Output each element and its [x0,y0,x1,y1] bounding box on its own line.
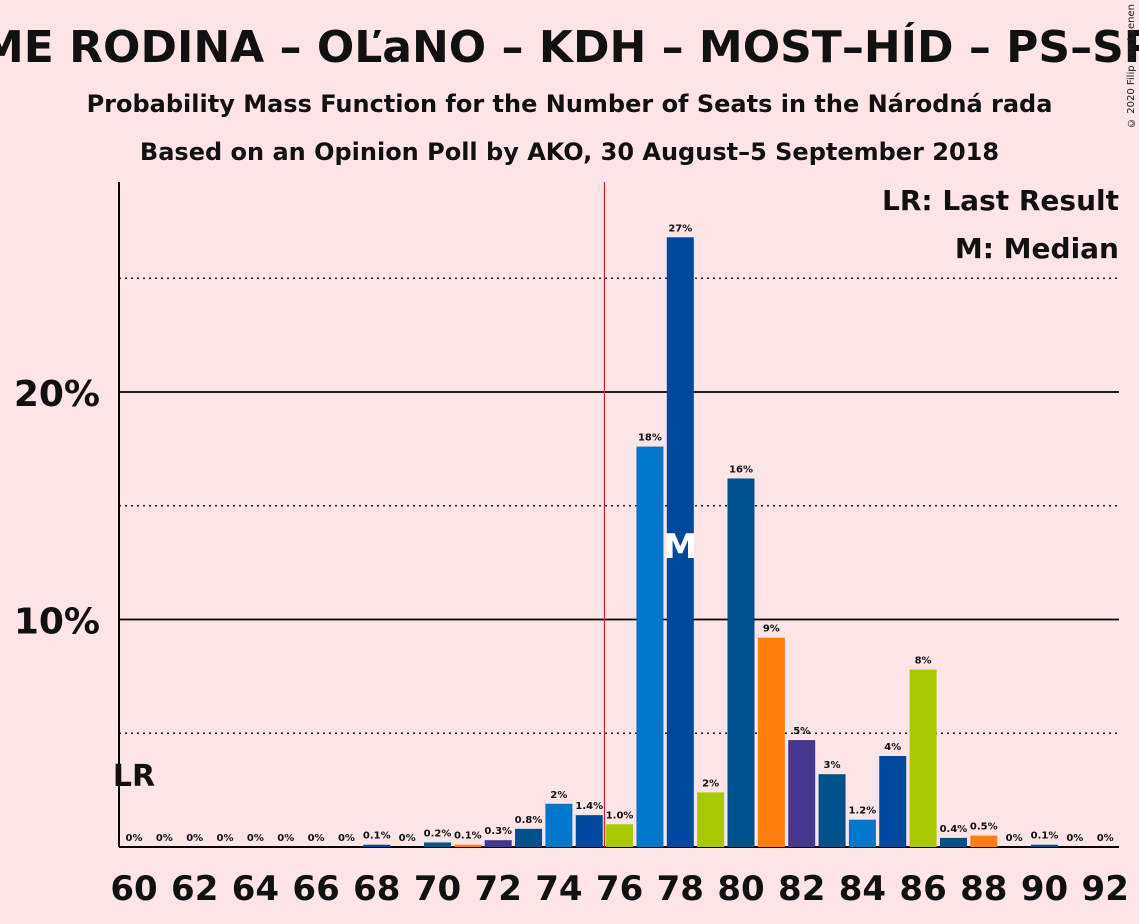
x-tick-label: 68 [353,869,400,909]
x-tick-label: 80 [717,869,764,909]
bar-label-seat-75: 1.4% [575,801,603,812]
y-tick-label: 10% [14,602,100,643]
bar-seat-71 [454,844,482,847]
bar-seat-79 [697,792,725,847]
bar-label-seat-83: 3% [824,760,841,771]
bar-label-seat-87: 0.4% [940,824,968,835]
bar-seat-76 [606,824,634,847]
bar-label-seat-72: 0.3% [484,826,512,837]
bar-label-seat-66: 0% [308,833,325,844]
bar-label-seat-89: 0% [1006,833,1023,844]
bar-label-seat-92: 0% [1097,833,1114,844]
bar-label-seat-77: 18% [638,433,662,444]
bar-label-seat-78: 27% [668,223,692,234]
bar-seat-77 [636,446,664,847]
x-tick-label: 74 [535,869,582,909]
legend-median: M: Median [954,232,1119,265]
x-tick-label: 76 [596,869,643,909]
bar-label-seat-80: 16% [729,464,753,475]
bar-seat-85 [879,756,907,847]
x-tick-label: 90 [1021,869,1068,909]
last-result-marker: LR [113,759,155,794]
x-tick-label: 78 [657,869,704,909]
bar-seat-88 [970,835,998,847]
legend-last-result: LR: Last Result [881,184,1119,217]
bar-label-seat-79: 2% [702,778,719,789]
bar-label-seat-76: 1.0% [606,810,634,821]
bar-seat-83 [818,774,846,847]
bar-label-seat-82: 5% [793,726,810,737]
bar-label-seat-74: 2% [550,790,567,801]
bar-label-seat-85: 4% [884,742,901,753]
bar-seat-82 [788,740,816,847]
x-tick-label: 66 [292,869,339,909]
bar-seat-87 [939,837,967,847]
bar-seat-70 [424,842,451,847]
x-tick-label: 92 [1082,869,1129,909]
bar-label-seat-71: 0.1% [454,831,482,842]
chart-subtitle-1: Probability Mass Function for the Number… [86,90,1053,118]
bar-seat-84 [848,819,876,847]
bar-label-seat-88: 0.5% [970,822,998,833]
x-tick-label: 86 [899,869,946,909]
chart-title: ME RODINA – OĽaNO – KDH – MOST–HÍD – PS–… [0,22,1139,73]
bar-label-seat-70: 0.2% [424,828,452,839]
bar-label-seat-90: 0.1% [1031,831,1059,842]
bar-seat-78 [666,237,694,848]
bar-seat-80 [727,478,755,847]
bar-seat-86 [909,669,937,847]
bar-seat-68 [363,844,391,847]
bar-label-seat-63: 0% [217,833,234,844]
bar-label-seat-68: 0.1% [363,831,391,842]
bar-seat-73 [515,828,543,847]
x-tick-label: 60 [110,869,157,909]
bar-label-seat-67: 0% [338,833,355,844]
bar-label-seat-62: 0% [186,833,203,844]
bar-label-seat-64: 0% [247,833,264,844]
bar-label-seat-73: 0.8% [515,815,543,826]
bar-seat-90 [1031,844,1058,847]
bar-seat-75 [575,815,603,847]
x-tick-label: 82 [778,869,825,909]
bar-seat-81 [757,637,785,847]
x-tick-label: 88 [960,869,1007,909]
bar-label-seat-84: 1.2% [849,806,877,817]
y-tick-label: 20% [14,374,100,415]
bar-label-seat-65: 0% [277,833,294,844]
x-tick-label: 72 [475,869,522,909]
x-tick-label: 84 [839,869,886,909]
bar-label-seat-60: 0% [126,833,143,844]
bar-label-seat-81: 9% [763,624,780,635]
bar-label-seat-86: 8% [915,656,932,667]
bar-label-seat-61: 0% [156,833,173,844]
x-tick-label: 64 [232,869,279,909]
chart-subtitle-2: Based on an Opinion Poll by AKO, 30 Augu… [139,138,1000,166]
x-tick-label: 70 [414,869,461,909]
bar-label-seat-69: 0% [399,833,416,844]
bar-label-seat-91: 0% [1066,833,1083,844]
median-marker: M [663,527,697,567]
bar-seat-74 [545,803,573,847]
bar-seat-72 [484,840,512,847]
x-tick-label: 62 [171,869,218,909]
